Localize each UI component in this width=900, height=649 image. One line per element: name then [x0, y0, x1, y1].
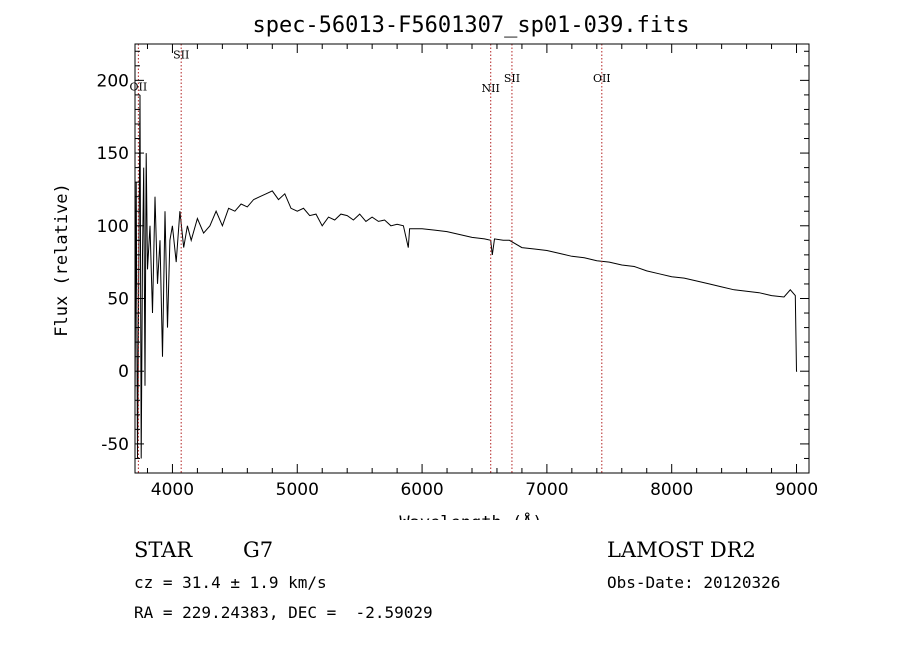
line-label-2: NII — [482, 82, 500, 95]
obs-date-text: Obs-Date: 20120326 — [607, 573, 781, 592]
emission-lines-layer: OII SII NII SII OII — [130, 44, 611, 473]
x-tick-label: 5000 — [276, 480, 319, 500]
x-tick-label: 6000 — [400, 480, 443, 500]
x-tick-label: 9000 — [775, 480, 818, 500]
axes-layer: 4000 5000 6000 7000 8000 9000 -50 0 50 100 150 200 — [97, 43, 818, 500]
y-tick-label: 200 — [97, 71, 129, 91]
coordinates-text: RA = 229.24383, DEC = -2.59029 — [134, 603, 433, 622]
line-label-4: OII — [593, 72, 611, 85]
y-tick-label: 150 — [97, 144, 129, 164]
survey-name: LAMOST DR2 — [607, 538, 756, 562]
y-tick-label: 0 — [118, 362, 129, 382]
line-label-3: SII — [504, 72, 520, 85]
redshift-text: cz = 31.4 ± 1.9 km/s — [134, 573, 327, 592]
object-class: STAR — [134, 538, 193, 562]
x-tick-label: 4000 — [151, 480, 194, 500]
chart-title: spec-56013-F5601307_sp01-039.fits — [252, 13, 689, 38]
y-tick-label: 100 — [97, 217, 129, 237]
y-tick-label: -50 — [101, 435, 129, 455]
line-label-1: SII — [173, 49, 189, 62]
x-axis-label: Wavelength (Å) — [399, 511, 542, 520]
y-tick-label: 50 — [107, 289, 129, 309]
line-label-0: OII — [130, 81, 148, 94]
x-tick-label: 7000 — [525, 480, 568, 500]
spectrum-line — [134, 94, 798, 459]
spectrum-chart: spec-56013-F5601307_sp01-039.fits OII SII… — [52, 13, 818, 520]
plot-frame — [134, 43, 810, 474]
x-tick-label: 8000 — [650, 480, 693, 500]
object-subclass: G7 — [243, 538, 274, 562]
y-axis-label: Flux (relative) — [52, 183, 72, 337]
spectrum-layer — [134, 94, 798, 459]
